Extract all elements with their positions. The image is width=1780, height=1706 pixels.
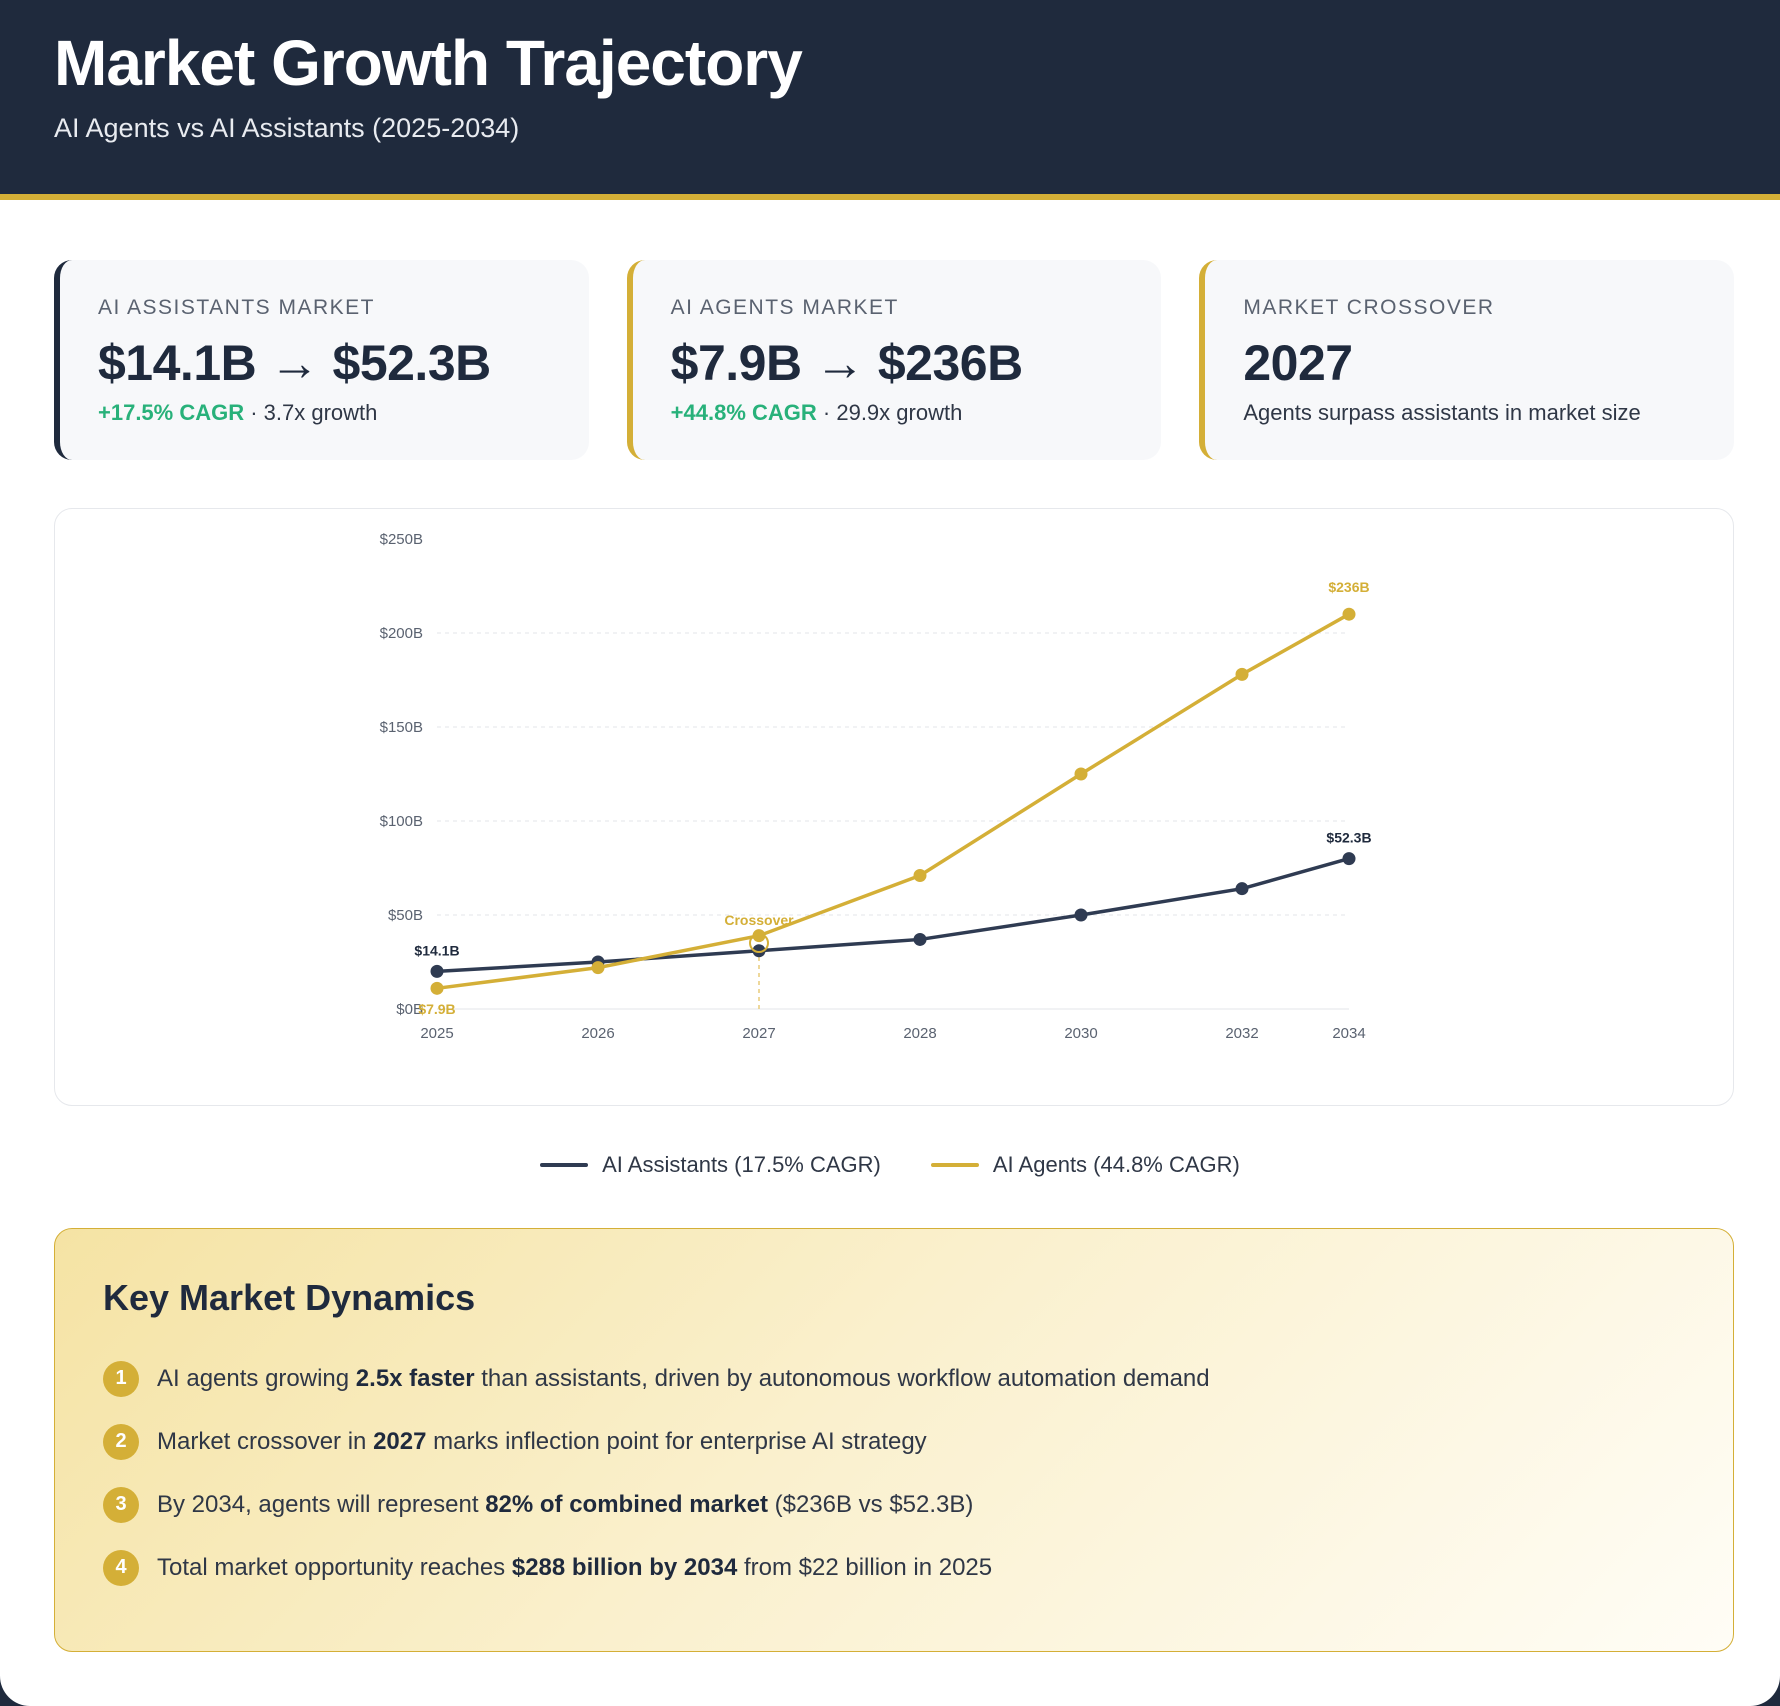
data-point: [913, 932, 927, 946]
stat-growth: · 3.7x growth: [244, 400, 378, 425]
page-title: Market Growth Trajectory: [54, 27, 803, 99]
data-point: [1074, 767, 1088, 781]
dynamics-text: Total market opportunity reaches $288 bi…: [157, 1553, 993, 1581]
number-badge: 3: [103, 1486, 139, 1523]
stat-card-assistants: AI ASSISTANTS MARKET $14.1B → $52.3B +17…: [54, 260, 589, 460]
y-tick-label: $150B: [380, 719, 423, 736]
x-tick-label: 2034: [1332, 1025, 1365, 1042]
dynamics-item: 1 AI agents growing 2.5x faster than ass…: [103, 1347, 1685, 1410]
y-tick-label: $0B: [396, 1001, 423, 1018]
page-subtitle: AI Agents vs AI Assistants (2025-2034): [54, 113, 520, 144]
x-tick-label: 2032: [1225, 1025, 1258, 1042]
series-line-1: [436, 612, 1350, 991]
stat-value: 2027: [1243, 335, 1353, 391]
stat-growth: · 29.9x growth: [816, 400, 963, 425]
stat-label: MARKET CROSSOVER: [1243, 296, 1495, 319]
stat-card-crossover: MARKET CROSSOVER 2027 Agents surpass ass…: [1199, 260, 1735, 460]
data-label: $52.3B: [1326, 830, 1371, 846]
stat-cagr: +44.8% CAGR: [670, 400, 817, 425]
number-badge: 4: [103, 1549, 139, 1586]
y-tick-label: $50B: [388, 907, 423, 924]
chart-legend: AI Assistants (17.5% CAGR) AI Agents (44…: [0, 1152, 1780, 1178]
dynamics-item: 4 Total market opportunity reaches $288 …: [103, 1536, 1685, 1599]
x-tick-label: 2025: [420, 1025, 453, 1042]
chart-card: $0B $50B $100B $150B $200B $250B 2025 2026 2027 2…: [54, 508, 1734, 1106]
legend-swatch: [930, 1163, 979, 1167]
data-label: $7.9B: [418, 1001, 455, 1017]
y-tick-label: $100B: [380, 813, 423, 830]
legend-label: AI Assistants (17.5% CAGR): [602, 1152, 881, 1177]
data-label: $236B: [1328, 579, 1369, 595]
data-point: [752, 944, 766, 958]
data-point: [1235, 667, 1249, 681]
stat-note: +17.5% CAGR · 3.7x growth: [98, 400, 549, 426]
dynamics-item: 2 Market crossover in 2027 marks inflect…: [103, 1410, 1685, 1473]
x-tick-label: 2030: [1064, 1025, 1097, 1042]
x-tick-label: 2028: [903, 1025, 936, 1042]
data-point: [752, 929, 766, 943]
legend-swatch: [540, 1163, 589, 1167]
stat-value: $14.1B → $52.3B: [98, 335, 491, 391]
dynamics-text: Market crossover in 2027 marks inflectio…: [157, 1427, 927, 1455]
dynamics-text: By 2034, agents will represent 82% of co…: [157, 1490, 974, 1518]
x-tick-label: 2026: [581, 1025, 614, 1042]
data-label: $14.1B: [414, 942, 459, 958]
stat-description: Agents surpass assistants in market size: [1243, 400, 1641, 425]
number-badge: 2: [103, 1423, 139, 1460]
x-tick-label: 2027: [742, 1025, 775, 1042]
stat-value: $7.9B → $236B: [670, 335, 1024, 391]
key-dynamics-panel: Key Market Dynamics 1 AI agents growing …: [54, 1228, 1734, 1652]
data-point: [1235, 882, 1249, 896]
data-point: [1342, 852, 1356, 866]
legend-label: AI Agents (44.8% CAGR): [992, 1152, 1240, 1177]
legend-item-assistants: AI Assistants (17.5% CAGR): [540, 1152, 881, 1178]
y-tick-label: $250B: [380, 531, 423, 548]
data-point: [430, 981, 444, 995]
data-point: [1074, 908, 1088, 922]
stat-card-agents: AI AGENTS MARKET $7.9B → $236B +44.8% CA…: [626, 260, 1162, 460]
number-badge: 1: [103, 1360, 139, 1397]
crossover-label: Crossover: [724, 912, 794, 928]
legend-item-agents: AI Agents (44.8% CAGR): [930, 1152, 1240, 1178]
data-point: [913, 869, 927, 883]
stat-cagr: +17.5% CAGR: [98, 400, 245, 425]
stat-note: +44.8% CAGR · 29.9x growth: [671, 400, 1122, 426]
data-point: [430, 964, 444, 978]
data-point: [1342, 607, 1356, 621]
stat-label: AI AGENTS MARKET: [670, 296, 899, 319]
data-point: [591, 961, 605, 975]
y-tick-label: $200B: [380, 625, 423, 642]
stats-row: AI ASSISTANTS MARKET $14.1B → $52.3B +17…: [54, 260, 1735, 460]
crossover-marker: [749, 933, 769, 953]
dynamics-item: 3 By 2034, agents will represent 82% of …: [103, 1473, 1685, 1536]
dynamics-title: Key Market Dynamics: [103, 1277, 476, 1318]
stat-label: AI ASSISTANTS MARKET: [98, 296, 375, 319]
line-chart: $0B $50B $100B $150B $200B $250B 2025 2026 2027 2…: [380, 531, 1372, 1042]
header: Market Growth Trajectory AI Agents vs AI…: [0, 0, 1780, 200]
dynamics-text: AI agents growing 2.5x faster than assis…: [157, 1364, 1210, 1392]
